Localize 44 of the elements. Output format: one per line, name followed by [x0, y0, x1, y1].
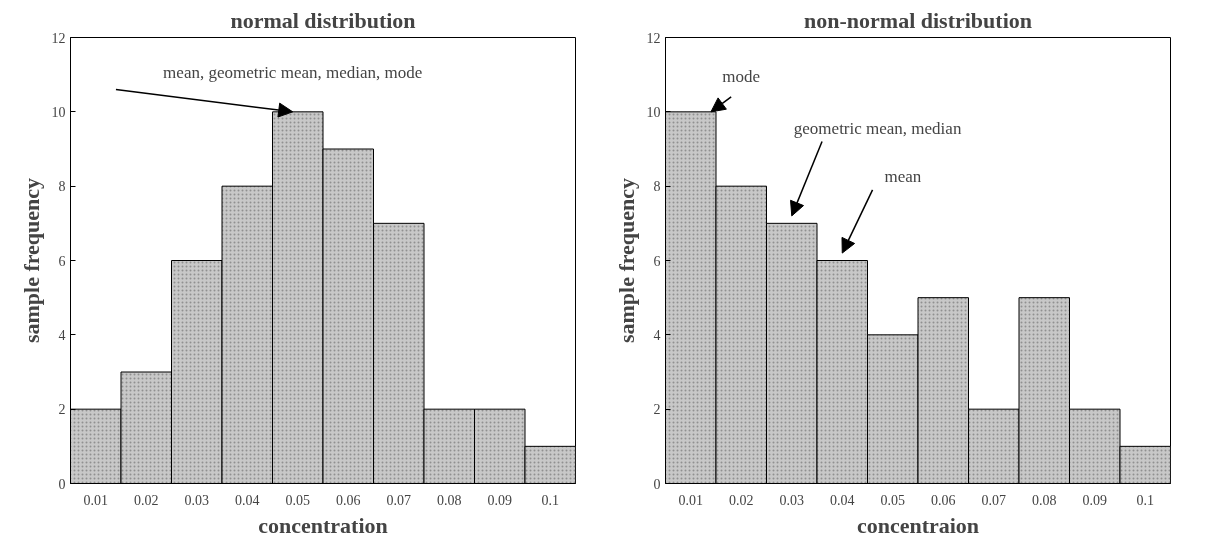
x-tick-label: 0.07	[386, 492, 411, 508]
chart-title: non-normal distribution	[804, 7, 1032, 33]
y-tick-label: 0	[653, 476, 661, 492]
y-tick-label: 6	[58, 253, 66, 269]
y-tick-label: 10	[646, 104, 661, 120]
x-tick-label: 0.08	[1032, 492, 1057, 508]
y-tick-label: 8	[58, 179, 66, 195]
x-tick-label: 0.03	[184, 492, 209, 508]
x-tick-label: 0.06	[336, 492, 361, 508]
x-tick-label: 0.04	[830, 492, 855, 508]
y-tick-label: 10	[51, 104, 66, 120]
x-axis-title: concentraion	[856, 512, 980, 538]
y-tick-label: 6	[653, 253, 661, 269]
x-tick-label: 0.04	[235, 492, 260, 508]
y-tick-label: 8	[653, 179, 661, 195]
annotation: geometric mean, median	[793, 118, 962, 138]
y-tick-label: 2	[653, 402, 661, 418]
x-tick-label: 0.1	[541, 492, 559, 508]
annotation: mode	[722, 66, 761, 86]
y-tick-label: 4	[58, 327, 66, 343]
y-tick-label: 4	[653, 327, 661, 343]
x-tick-label: 0.02	[134, 492, 159, 508]
x-tick-label: 0.01	[83, 492, 108, 508]
x-tick-label: 0.07	[981, 492, 1006, 508]
annotation: mean, geometric mean, median, mode	[163, 63, 423, 83]
x-tick-label: 0.09	[1082, 492, 1107, 508]
x-tick-label: 0.05	[880, 492, 905, 508]
x-tick-label: 0.03	[779, 492, 804, 508]
x-tick-label: 0.05	[285, 492, 310, 508]
x-axis-title: concentration	[258, 512, 388, 538]
x-tick-label: 0.01	[678, 492, 703, 508]
x-tick-label: 0.09	[487, 492, 512, 508]
x-tick-label: 0.02	[729, 492, 754, 508]
x-tick-label: 0.1	[1136, 492, 1154, 508]
annotation: mean	[884, 167, 922, 187]
y-tick-label: 2	[58, 402, 66, 418]
y-tick-label: 0	[58, 476, 66, 492]
y-axis-title: sample frequency	[613, 177, 639, 344]
y-tick-label: 12	[51, 30, 66, 46]
y-axis-title: sample frequency	[18, 177, 44, 344]
x-tick-label: 0.08	[437, 492, 462, 508]
y-tick-label: 12	[646, 30, 661, 46]
x-tick-label: 0.06	[931, 492, 956, 508]
chart-title: normal distribution	[230, 7, 416, 33]
